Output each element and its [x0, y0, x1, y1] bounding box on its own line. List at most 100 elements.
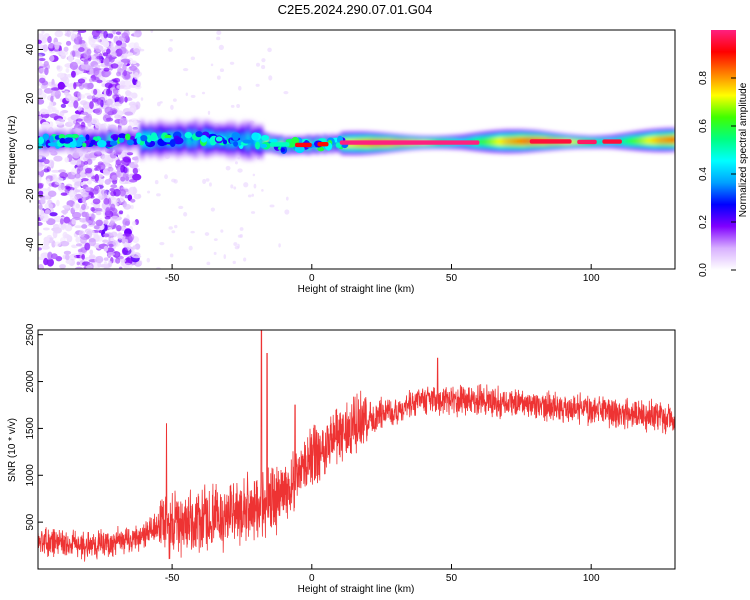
noise-blob	[77, 164, 84, 172]
noise-blob	[107, 251, 115, 256]
noise-blob	[131, 156, 139, 161]
noise-blob	[95, 211, 102, 216]
band-cell	[571, 139, 575, 144]
noise-blob	[79, 174, 87, 179]
noise-blob	[126, 152, 134, 156]
noise-blob	[172, 98, 177, 102]
noise-blob	[278, 243, 281, 248]
noise-blob	[49, 212, 58, 217]
noise-blob	[111, 51, 117, 58]
band-cell	[250, 136, 254, 146]
noise-blob	[237, 85, 242, 91]
noise-blob	[123, 60, 128, 64]
noise-blob	[223, 254, 227, 260]
noise-blob	[234, 161, 238, 165]
noise-blob	[261, 58, 266, 63]
band-core	[577, 139, 597, 145]
noise-blob	[64, 90, 69, 96]
noise-blob	[51, 87, 60, 91]
band-blob	[77, 136, 87, 142]
noise-blob	[64, 156, 70, 163]
band-cell	[252, 134, 256, 148]
noise-blob	[121, 238, 129, 243]
band-blob	[127, 139, 134, 146]
noise-blob	[201, 91, 206, 95]
noise-blob	[132, 167, 139, 175]
snr-x-label: Height of straight line (km)	[298, 584, 415, 595]
noise-blob	[109, 187, 115, 192]
noise-blob	[156, 101, 161, 107]
noise-blob	[135, 80, 141, 88]
noise-blob	[68, 254, 77, 261]
spectrogram-frame	[37, 29, 676, 270]
noise-blob	[82, 195, 86, 203]
band-blob	[140, 134, 148, 142]
x-tick-label: -50	[165, 573, 180, 584]
noise-blob	[96, 55, 102, 60]
noise-blob	[95, 165, 101, 171]
noise-blob	[103, 219, 109, 225]
band-blob	[90, 139, 96, 145]
noise-blob	[105, 207, 111, 215]
band-blob	[96, 139, 107, 148]
noise-blob	[57, 183, 66, 193]
noise-blob	[81, 177, 89, 182]
noise-blob	[81, 253, 85, 260]
noise-blob	[40, 213, 49, 223]
noise-blob	[110, 237, 114, 242]
noise-blob	[86, 83, 91, 90]
noise-blob	[139, 260, 143, 265]
noise-blob	[59, 110, 65, 117]
noise-blob	[104, 82, 113, 89]
noise-blob	[120, 80, 126, 86]
noise-blob	[81, 192, 89, 198]
noise-blob	[210, 207, 215, 212]
band-cell	[655, 136, 659, 144]
noise-blob	[252, 173, 256, 177]
band-blob	[59, 137, 66, 144]
noise-blob	[59, 240, 70, 247]
band-cell	[491, 138, 495, 146]
noise-blob	[112, 179, 118, 185]
y-tick-label: 20	[25, 92, 36, 104]
noise-blob	[154, 179, 159, 185]
noise-blob	[116, 224, 122, 232]
noise-blob	[65, 254, 70, 261]
noise-blob	[89, 249, 94, 255]
noise-blob	[120, 258, 126, 263]
band-blob	[269, 138, 278, 143]
noise-blob	[43, 60, 49, 67]
band-cell	[643, 137, 647, 144]
noise-blob	[102, 40, 110, 48]
band-cell	[622, 138, 626, 144]
noise-blob	[88, 37, 96, 46]
band-blob	[173, 137, 184, 145]
noise-blob	[54, 90, 62, 99]
noise-blob	[60, 192, 68, 196]
noise-blob	[38, 90, 45, 95]
colorbar-tick-label: 0.0	[698, 263, 709, 277]
noise-blob	[38, 256, 45, 261]
noise-blob	[49, 113, 59, 119]
noise-blob	[43, 257, 49, 266]
noise-blob	[237, 243, 240, 249]
noise-blob	[219, 68, 225, 73]
noise-blob	[92, 198, 101, 205]
noise-blob	[51, 169, 61, 173]
colorbar-label: Normalized spectral amplitude	[738, 82, 749, 217]
band-cell	[649, 137, 653, 144]
noise-blob	[131, 255, 142, 259]
noise-blob	[207, 110, 211, 115]
noise-blob	[105, 70, 112, 76]
band-blob	[82, 142, 87, 148]
noise-blob	[46, 178, 51, 185]
noise-blob	[236, 104, 241, 109]
noise-blob	[251, 193, 254, 197]
band-cell	[516, 137, 520, 145]
noise-blob	[90, 213, 95, 222]
band-blob	[215, 136, 223, 142]
noise-blob	[73, 100, 79, 109]
snr-panel: -50 0 50 100 500 1000 1500 2000 2500 Height of …	[7, 323, 676, 595]
noise-blob	[64, 224, 73, 232]
noise-blob	[243, 257, 247, 262]
